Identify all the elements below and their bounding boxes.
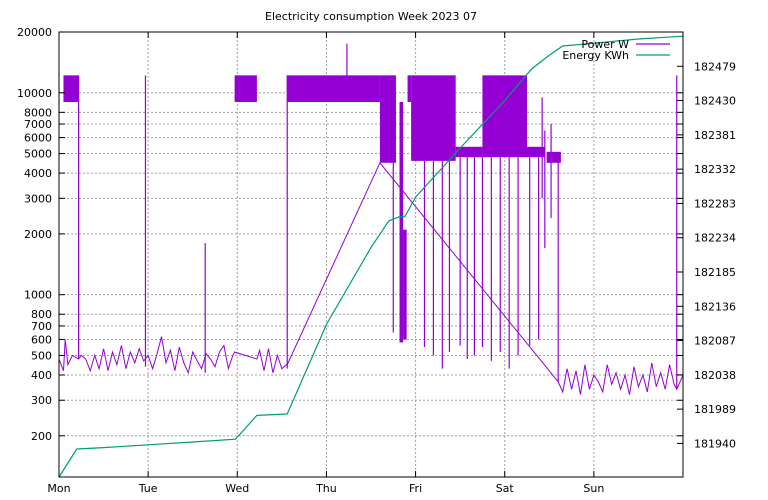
y-tick-label: 700 [31, 320, 52, 333]
y2-tick-label: 181940 [694, 437, 736, 450]
x-axis: Mon Tue Wed Thu Fri Sat Sun [47, 32, 604, 495]
y2-tick-label: 182234 [694, 232, 736, 245]
y-tick-label: 2000 [24, 228, 52, 241]
y2-tick-label: 182479 [694, 60, 736, 73]
grid-lines [59, 32, 683, 477]
power-block [399, 102, 404, 343]
y2-tick-label: 182087 [694, 335, 736, 348]
power-block [234, 75, 257, 103]
legend-label-energy: Energy KWh [562, 49, 629, 62]
power-block [407, 75, 412, 103]
y2-tick-label: 182332 [694, 163, 736, 176]
legend: Power W Energy KWh [562, 38, 670, 62]
y-tick-label: 3000 [24, 192, 52, 205]
y-tick-label: 600 [31, 333, 52, 346]
power-block [527, 146, 545, 158]
legend-label-power: Power W [581, 38, 629, 51]
y2-tick-label: 182381 [694, 129, 736, 142]
x-tick-label: Tue [138, 482, 158, 495]
power-block [379, 75, 396, 163]
x-tick-label: Mon [47, 482, 70, 495]
x-tick-label: Fri [409, 482, 422, 495]
y-tick-label: 8000 [24, 106, 52, 119]
y-tick-label: 6000 [24, 132, 52, 145]
y-tick-label: 1000 [24, 289, 52, 302]
y-tick-label: 400 [31, 369, 52, 382]
energy-series [58, 35, 684, 478]
y-tick-label: 800 [31, 308, 52, 321]
y-tick-label: 5000 [24, 148, 52, 161]
y2-tick-label: 182283 [694, 197, 736, 210]
power-block [63, 75, 79, 103]
power-series [58, 43, 684, 395]
y2-tick-label: 182038 [694, 369, 736, 382]
y-tick-label: 500 [31, 349, 52, 362]
power-block [455, 146, 483, 158]
plot-border [58, 31, 684, 478]
y-tick-label: 7000 [24, 118, 52, 131]
y-tick-label: 200 [31, 430, 52, 443]
x-tick-label: Thu [315, 482, 337, 495]
y2-tick-label: 182136 [694, 300, 736, 313]
y2-tick-label: 182430 [694, 95, 736, 108]
power-block [546, 151, 561, 163]
power-block [403, 229, 407, 340]
y-tick-label: 10000 [17, 87, 52, 100]
power-block [482, 75, 527, 158]
y2-tick-label: 182185 [694, 266, 736, 279]
right-axis: 181940 181989 182038 182087 182136 182185 1822… [677, 60, 736, 450]
x-tick-label: Wed [225, 482, 249, 495]
y-tick-label: 4000 [24, 167, 52, 180]
x-tick-label: Sun [583, 482, 604, 495]
y2-tick-label: 181989 [694, 403, 736, 416]
y-tick-label: 300 [31, 394, 52, 407]
power-block [287, 75, 380, 103]
y-tick-label: 20000 [17, 26, 52, 39]
power-line [58, 161, 684, 395]
chart-title: Electricity consumption Week 2023 07 [265, 10, 477, 23]
power-block [411, 75, 456, 161]
x-tick-label: Sat [496, 482, 515, 495]
energy-line [58, 35, 684, 478]
